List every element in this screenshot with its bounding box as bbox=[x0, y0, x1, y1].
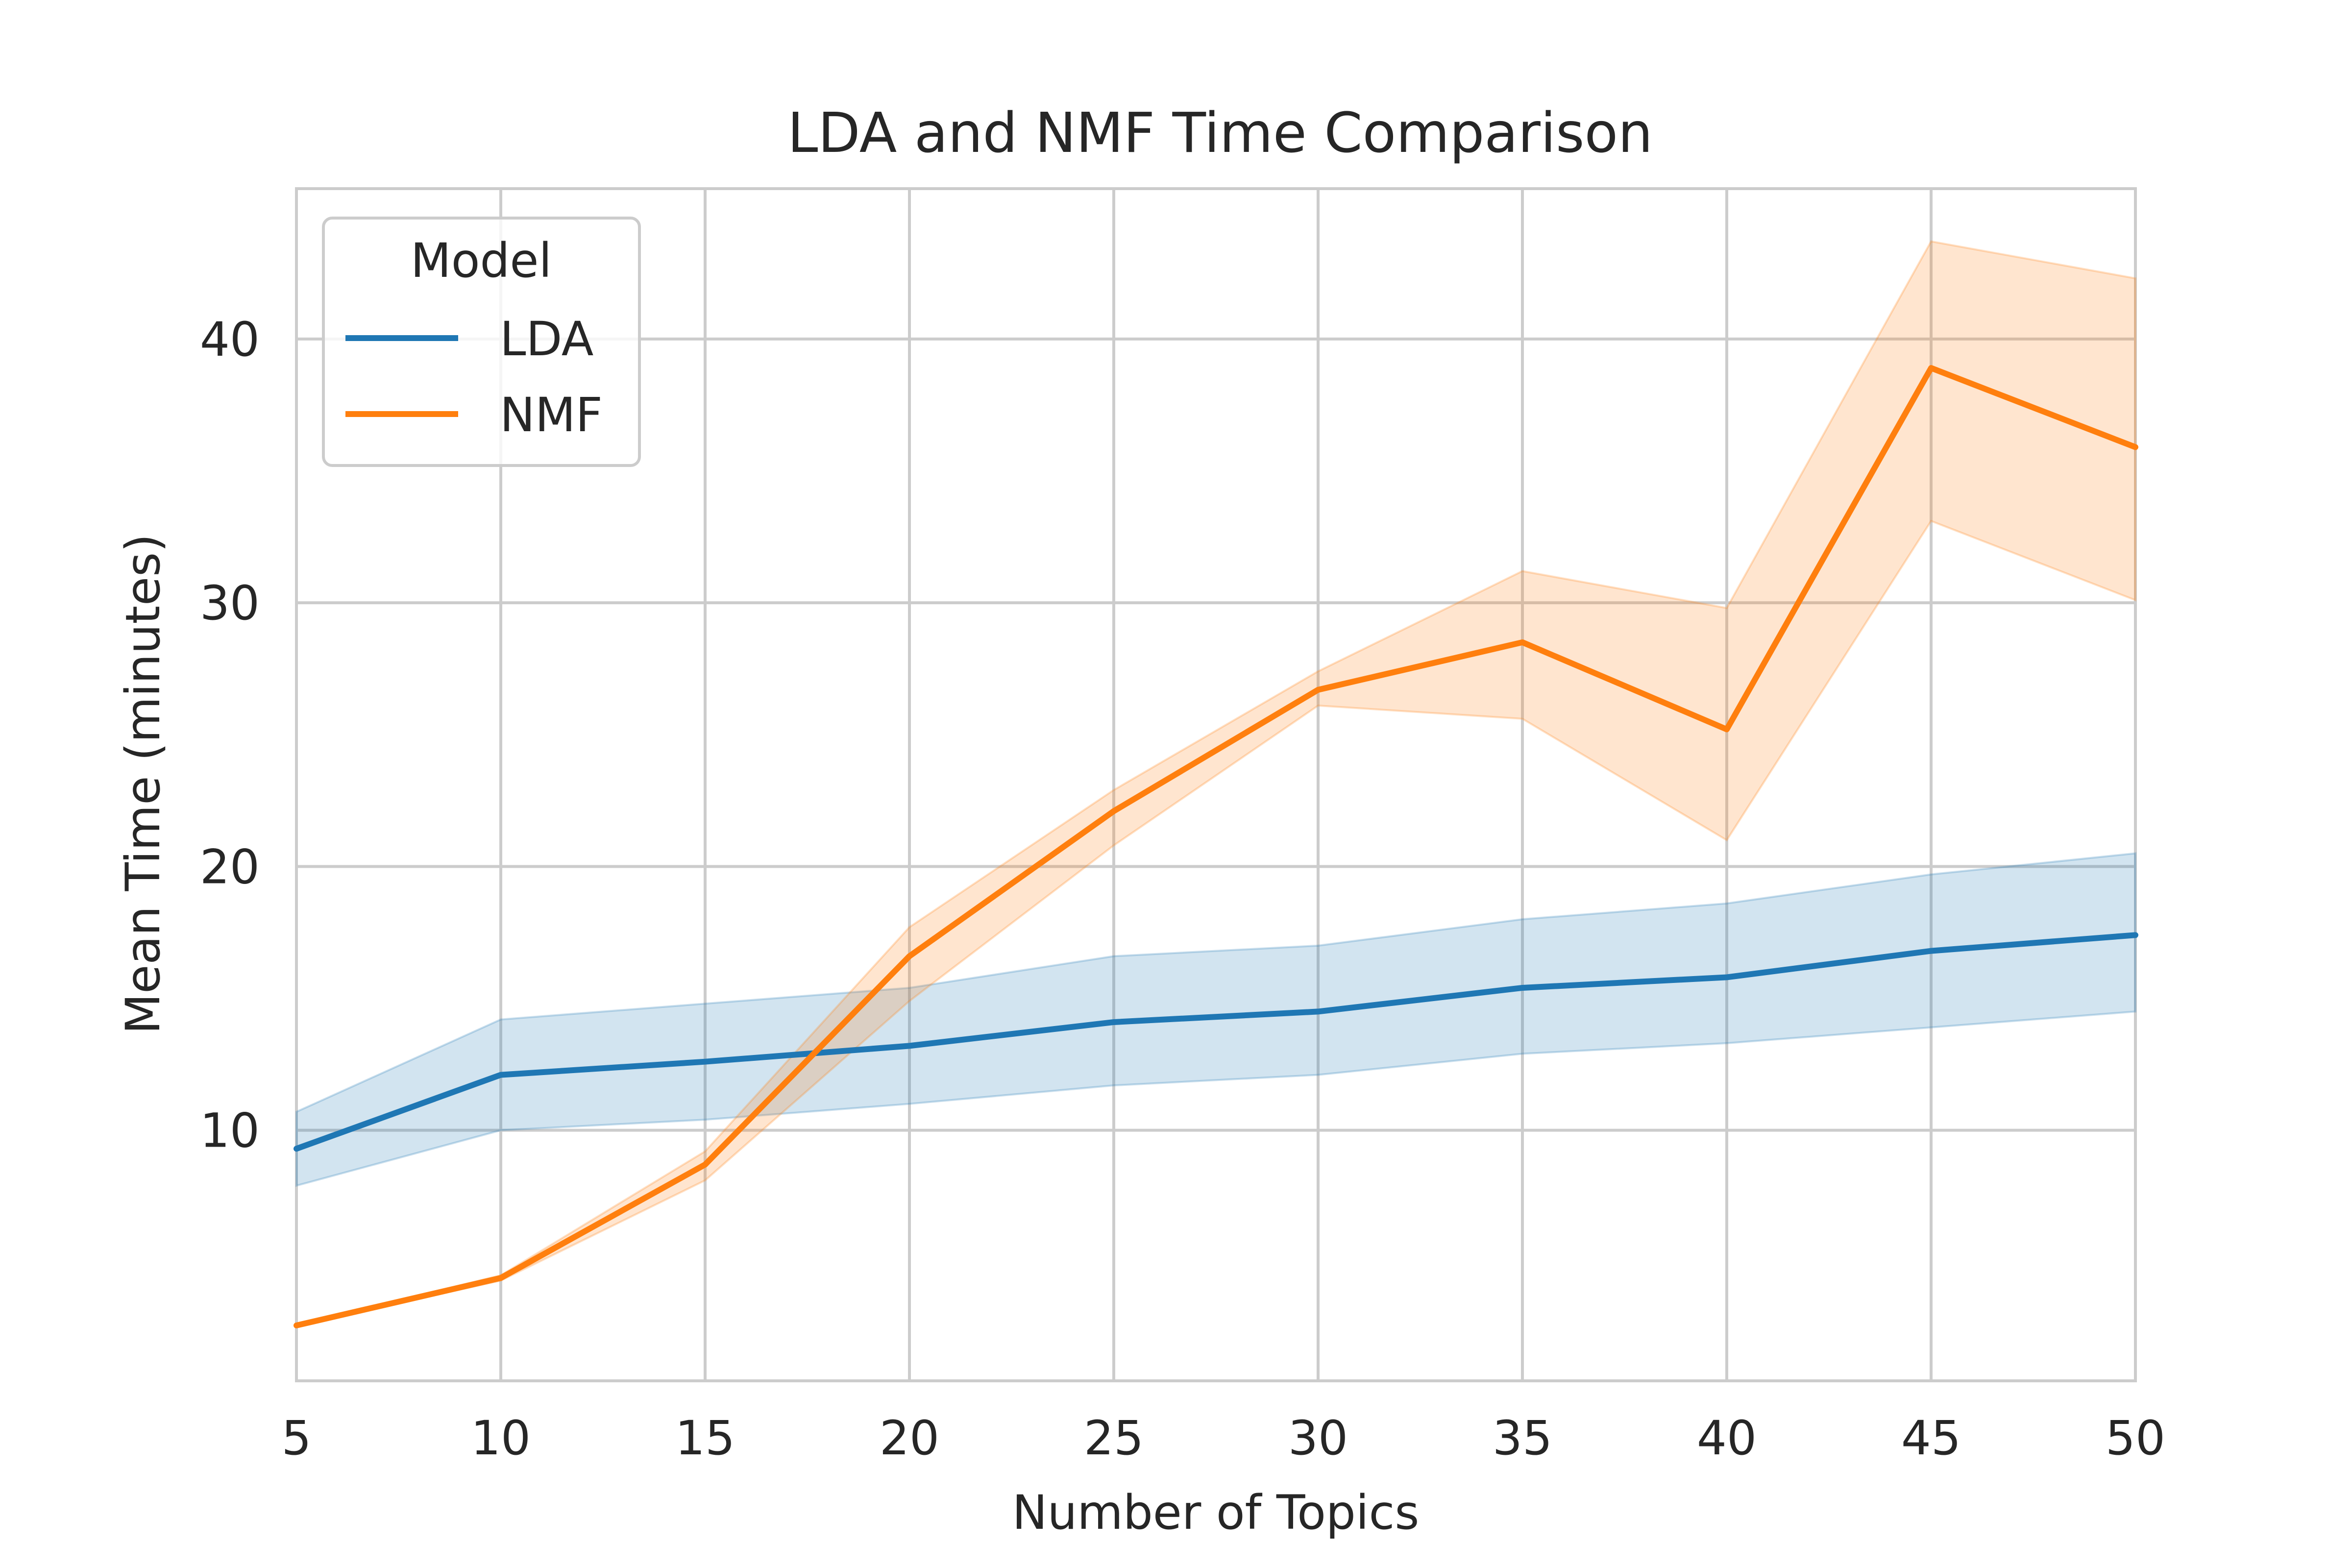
y-tick-label: 10 bbox=[200, 1103, 260, 1158]
x-axis-label: Number of Topics bbox=[1012, 1485, 1420, 1540]
legend: Model LDA NMF bbox=[322, 217, 641, 467]
x-tick-label: 30 bbox=[1288, 1411, 1348, 1466]
y-tick-label: 20 bbox=[200, 839, 260, 894]
legend-title: Model bbox=[411, 233, 552, 288]
x-tick-label: 15 bbox=[675, 1411, 735, 1466]
series-line-nmf bbox=[294, 365, 2138, 1328]
ci-band-nmf bbox=[296, 240, 2136, 1326]
x-tick-label: 50 bbox=[2106, 1411, 2165, 1466]
y-tick-labels: 10 20 30 40 bbox=[200, 312, 260, 1158]
y-axis-label: Mean Time (minutes) bbox=[116, 534, 171, 1034]
x-tick-labels: 5 10 15 20 25 30 35 40 45 50 bbox=[281, 1411, 2165, 1466]
y-tick-label: 40 bbox=[200, 312, 260, 367]
chart-title: LDA and NMF Time Comparison bbox=[787, 101, 1653, 165]
x-tick-label: 45 bbox=[1901, 1411, 1961, 1466]
legend-label-nmf: NMF bbox=[500, 388, 603, 442]
series-lines bbox=[294, 365, 2138, 1328]
grid bbox=[295, 189, 2137, 1381]
legend-label-lda: LDA bbox=[500, 312, 593, 367]
x-tick-label: 5 bbox=[281, 1411, 311, 1466]
plot-frame bbox=[295, 187, 2137, 1382]
x-tick-label: 20 bbox=[880, 1411, 939, 1466]
x-tick-label: 35 bbox=[1493, 1411, 1552, 1466]
legend-box bbox=[322, 217, 641, 467]
x-tick-label: 10 bbox=[471, 1411, 531, 1466]
x-tick-label: 25 bbox=[1084, 1411, 1144, 1466]
x-tick-label: 40 bbox=[1697, 1411, 1757, 1466]
series-line-lda bbox=[294, 932, 2138, 1152]
y-tick-label: 30 bbox=[200, 576, 260, 631]
